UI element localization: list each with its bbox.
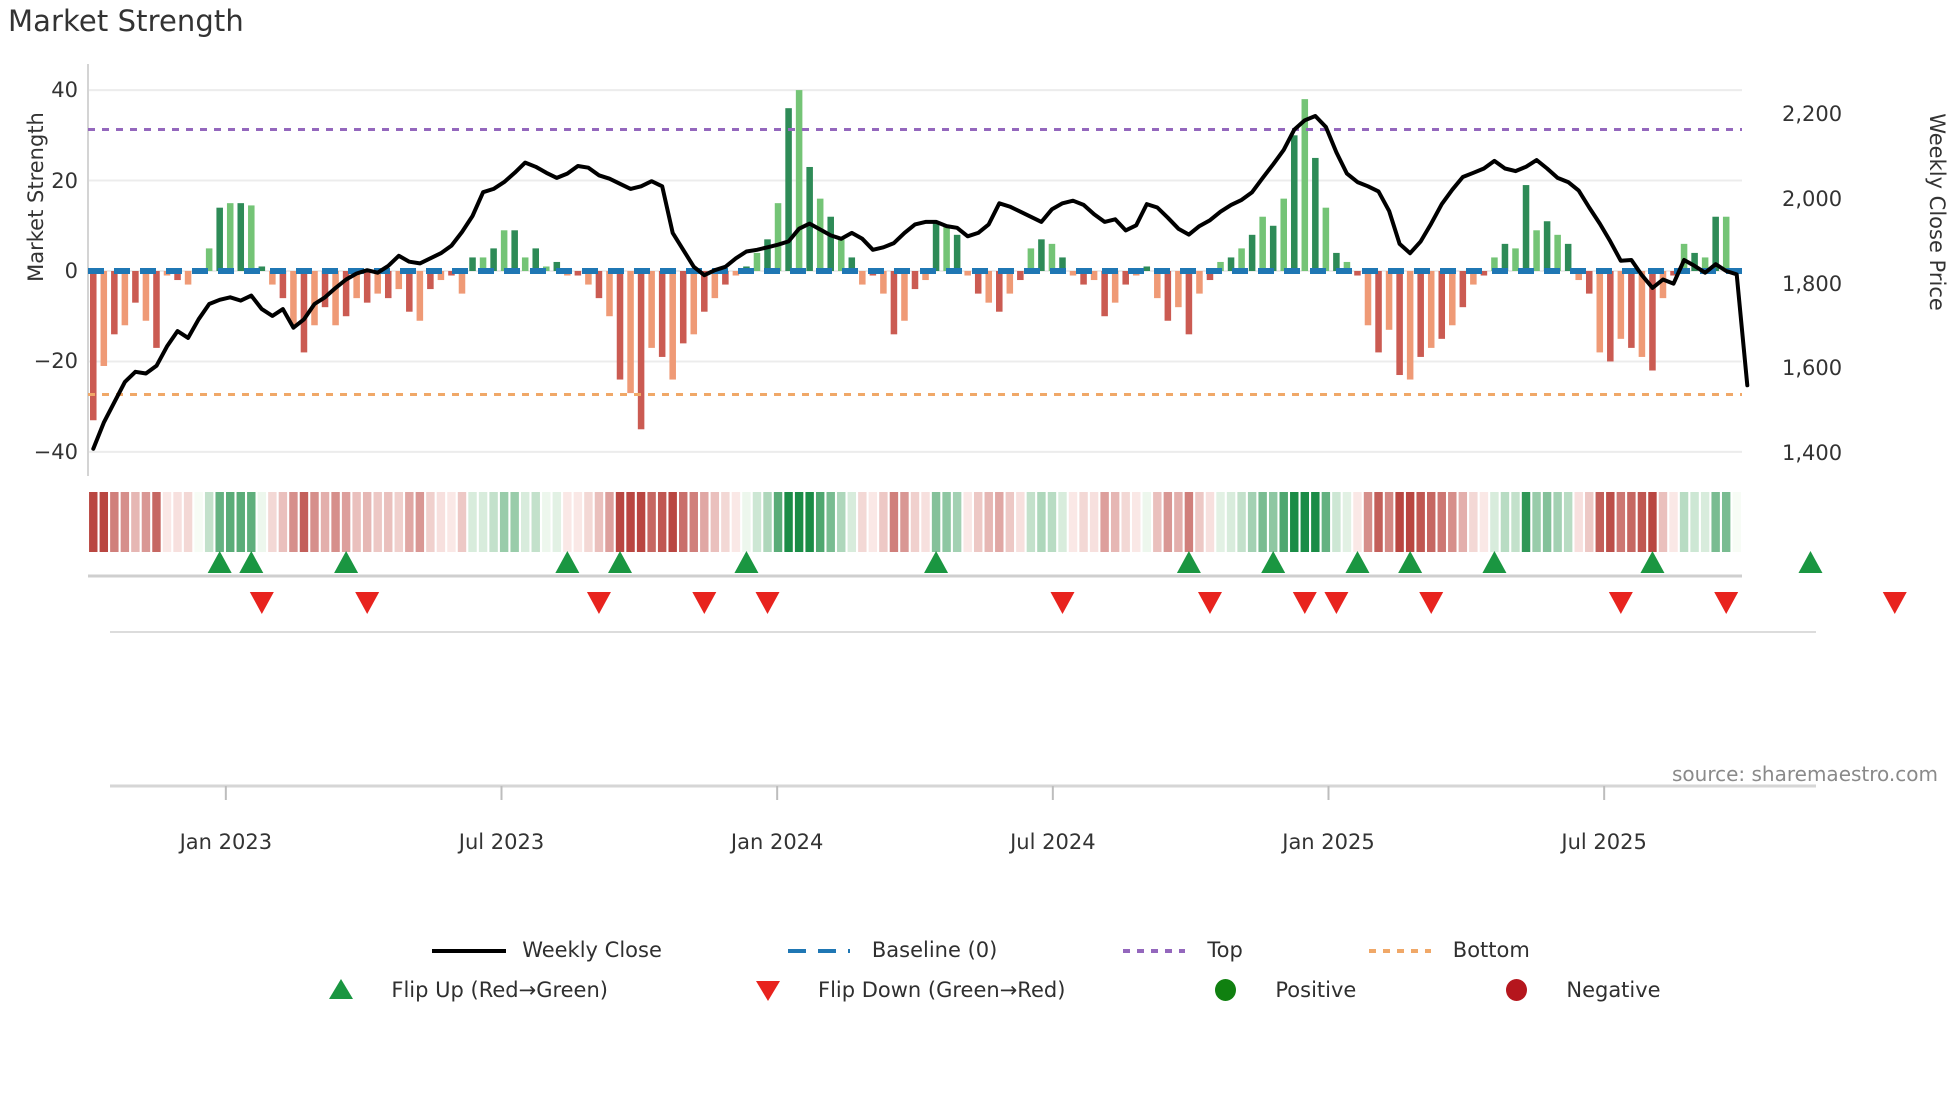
legend-row-1: Weekly Close Baseline (0) Top Bottom (0, 930, 1960, 970)
y-axis-left-tick: −20 (33, 349, 78, 374)
y-axis-right-tick: 1,600 (1782, 356, 1843, 381)
y-axis-left-tick: 0 (64, 259, 78, 283)
y-axis-left-ticks: 40 20 0 −20 −40 (0, 0, 78, 1102)
legend-label: Flip Down (Green→Red) (817, 978, 1066, 1002)
y-axis-right-tick: 1,400 (1782, 441, 1843, 466)
x-axis-tick: Jan 2024 (730, 830, 824, 854)
x-axis-tick: Jan 2023 (179, 830, 273, 854)
y-axis-left-tick: 20 (51, 168, 78, 193)
market-strength-chart (87, 64, 1907, 800)
circle-red-icon (1474, 979, 1552, 1001)
dotted-line-icon (1115, 940, 1193, 960)
source-caption: source: sharemaestro.com (1672, 762, 1938, 786)
legend-label: Flip Up (Red→Green) (391, 978, 608, 1002)
y-axis-right-tick: 2,000 (1782, 187, 1843, 212)
legend-label: Top (1207, 938, 1243, 962)
x-axis-tick: Jul 2025 (1561, 830, 1647, 854)
dashed-line-icon (780, 940, 858, 960)
legend-item-baseline[interactable]: Baseline (0) (780, 938, 997, 962)
y-axis-left-tick: −40 (33, 439, 78, 464)
legend-row-2: Flip Up (Red→Green) Flip Down (Green→Red… (0, 970, 1960, 1010)
legend-item-flip-down[interactable]: Flip Down (Green→Red) (726, 978, 1065, 1002)
legend-item-bottom[interactable]: Bottom (1361, 938, 1530, 962)
legend-item-weekly-close[interactable]: Weekly Close (430, 938, 662, 962)
legend-label: Bottom (1452, 938, 1530, 962)
legend-label: Weekly Close (522, 938, 662, 962)
y-axis-right-tick: 1,800 (1782, 271, 1843, 296)
chart-legend: Weekly Close Baseline (0) Top Bottom Fli… (0, 930, 1960, 1010)
triangle-down-icon (726, 980, 804, 1001)
y-axis-left-tick: 40 (51, 78, 78, 103)
solid-line-icon (430, 940, 508, 960)
legend-item-negative[interactable]: Negative (1474, 978, 1661, 1002)
y-axis-right-ticks: 2,200 2,000 1,800 1,600 1,400 (1782, 0, 1942, 1102)
legend-label: Baseline (0) (871, 938, 998, 962)
legend-item-positive[interactable]: Positive (1183, 978, 1356, 1002)
y-axis-right-tick: 2,200 (1782, 102, 1843, 127)
triangle-up-icon (299, 979, 377, 1000)
x-axis-tick: Jul 2023 (458, 830, 545, 854)
circle-green-icon (1183, 979, 1261, 1001)
x-axis-tick: Jul 2024 (1010, 830, 1096, 854)
legend-label: Negative (1566, 978, 1661, 1002)
legend-label: Positive (1275, 978, 1357, 1002)
legend-item-flip-up[interactable]: Flip Up (Red→Green) (299, 978, 608, 1002)
legend-item-top[interactable]: Top (1115, 938, 1243, 962)
dotted-line-icon (1361, 940, 1439, 960)
x-axis-tick: Jan 2025 (1282, 830, 1375, 854)
page-title: Market Strength (8, 4, 244, 38)
